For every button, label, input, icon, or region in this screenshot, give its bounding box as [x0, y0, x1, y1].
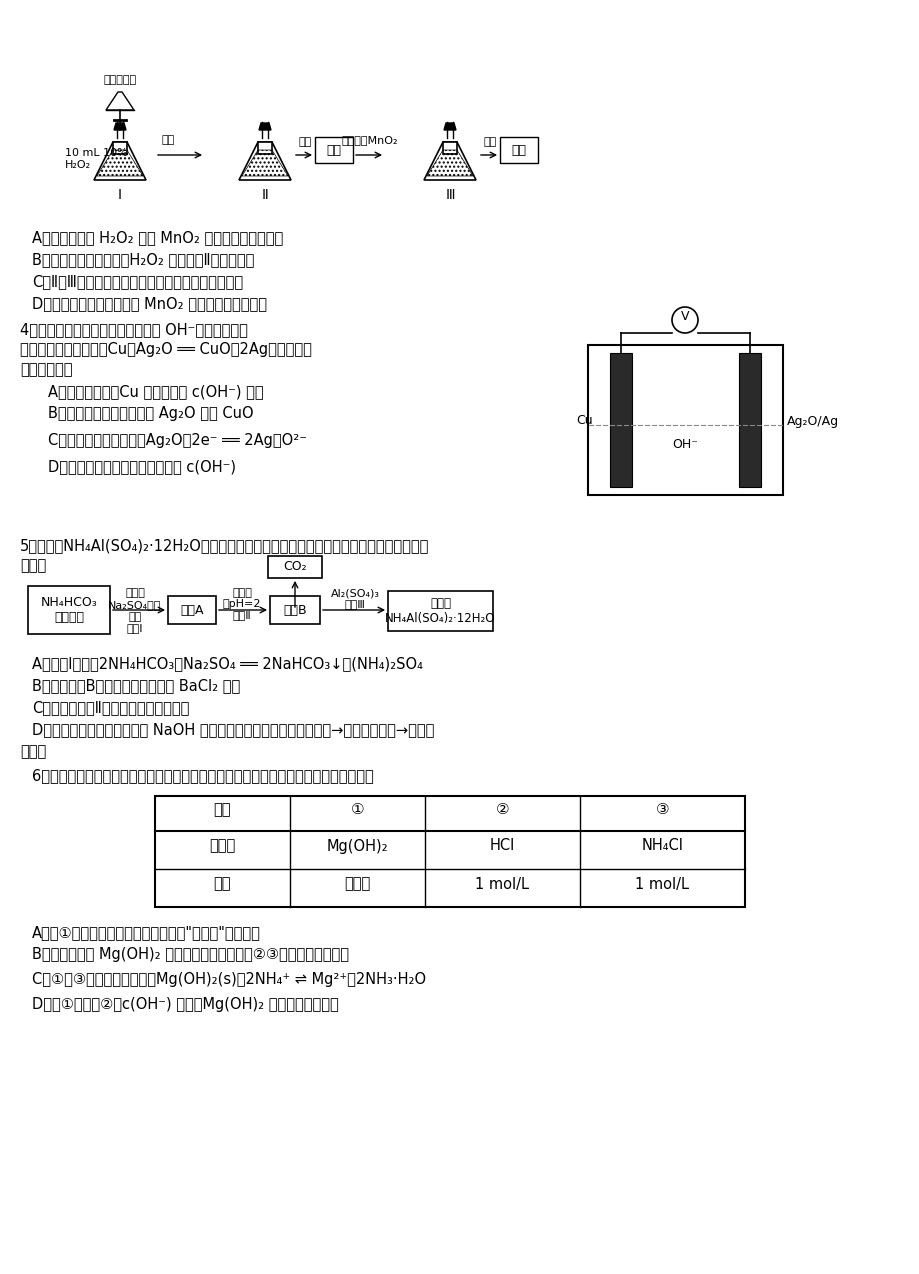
Text: 现象: 现象: [326, 144, 341, 157]
Text: Mg(OH)₂: Mg(OH)₂: [326, 838, 388, 854]
Bar: [267, 555, 322, 578]
Text: 现象: 现象: [511, 144, 526, 157]
Text: 5．铵明矾NH₄Al(SO₄)₂·12H₂O是分析化学常用基准试剂，其制备过程如下。下列分析不正: 5．铵明矾NH₄Al(SO₄)₂·12H₂O是分析化学常用基准试剂，其制备过程如…: [20, 538, 429, 553]
Text: D．上述流程中不宜先加入 MnO₂ 再插入带余烬的木条: D．上述流程中不宜先加入 MnO₂ 再插入带余烬的木条: [32, 296, 267, 311]
Text: B．检验溶液B中阴离子的试剂仅需 BaCl₂ 溶液: B．检验溶液B中阴离子的试剂仅需 BaCl₂ 溶液: [32, 678, 240, 693]
Text: 确的是: 确的是: [20, 558, 46, 573]
Polygon shape: [114, 124, 126, 130]
Bar: [257, 141, 272, 154]
Text: 过程Ⅱ: 过程Ⅱ: [233, 610, 251, 620]
Text: ②: ②: [495, 803, 509, 817]
Bar: [269, 596, 320, 624]
Text: HCl: HCl: [489, 838, 515, 854]
Text: NH₄Cl: NH₄Cl: [641, 838, 683, 854]
Text: A．过程Ⅰ反应：2NH₄HCO₃＋Na₂SO₄ ══ 2NaHCO₃↓＋(NH₄)₂SO₄: A．过程Ⅰ反应：2NH₄HCO₃＋Na₂SO₄ ══ 2NaHCO₃↓＋(NH₄…: [32, 656, 423, 671]
Text: 带余烬木条: 带余烬木条: [103, 75, 136, 85]
Polygon shape: [94, 141, 146, 180]
Text: D．向铵明矾溶液中逐滴加入 NaOH 溶液先后观察到：刺激性气体逸出→白色沉淀生成→白色沉: D．向铵明矾溶液中逐滴加入 NaOH 溶液先后观察到：刺激性气体逸出→白色沉淀生…: [32, 722, 434, 736]
Text: 过程Ⅰ: 过程Ⅰ: [127, 623, 143, 633]
Text: B．该电池反应说明氧化性 Ag₂O 强于 CuO: B．该电池反应说明氧化性 Ag₂O 强于 CuO: [48, 406, 254, 420]
Text: 稍过量: 稍过量: [125, 589, 145, 598]
Bar: [28, 586, 110, 634]
Bar: [499, 138, 538, 163]
Text: Ⅱ: Ⅱ: [261, 189, 268, 203]
Text: 稀硫酸: 稀硫酸: [232, 589, 252, 598]
Text: H₂O₂: H₂O₂: [65, 161, 91, 169]
Text: 4．目前发明的电动势法检测溶液中 OH⁻浓度的原理如: 4．目前发明的电动势法检测溶液中 OH⁻浓度的原理如: [20, 322, 247, 338]
Text: 观察: 观察: [298, 138, 312, 147]
Text: 过滤: 过滤: [129, 612, 142, 622]
Text: B．分别向少量 Mg(OH)₂ 沉淀中加入适量等体积②③均能快速彻底溶解: B．分别向少量 Mg(OH)₂ 沉淀中加入适量等体积②③均能快速彻底溶解: [32, 947, 348, 962]
Text: 加入少量MnO₂: 加入少量MnO₂: [341, 135, 398, 145]
Text: 备注: 备注: [213, 877, 231, 892]
Text: 6．除了酸以外，某些盐也能溶解沉淀。利用下表三种试剂进行试验，相关分析不正确的: 6．除了酸以外，某些盐也能溶解沉淀。利用下表三种试剂进行试验，相关分析不正确的: [32, 768, 373, 784]
Text: 编号: 编号: [213, 803, 231, 817]
Text: Ⅰ: Ⅰ: [118, 189, 122, 203]
Text: 1 mol/L: 1 mol/L: [475, 877, 529, 892]
Text: C．①、③混合后发生反应：Mg(OH)₂(s)＋2NH₄⁺ ⇌ Mg²⁺＋2NH₃·H₂O: C．①、③混合后发生反应：Mg(OH)₂(s)＋2NH₄⁺ ⇌ Mg²⁺＋2NH…: [32, 972, 425, 987]
Text: 调pH=2: 调pH=2: [222, 599, 261, 609]
Text: CO₂: CO₂: [283, 561, 306, 573]
Bar: [154, 796, 744, 907]
Text: A．电池工作时，Cu 电极表面的 c(OH⁻) 增大: A．电池工作时，Cu 电极表面的 c(OH⁻) 增大: [48, 383, 264, 399]
Bar: [168, 596, 216, 624]
Text: D．该电池也可以测量盐酸溶液中 c(OH⁻): D．该电池也可以测量盐酸溶液中 c(OH⁻): [48, 459, 236, 474]
Text: Ⅲ: Ⅲ: [445, 189, 454, 203]
Bar: [388, 591, 493, 631]
Text: 观察: 观察: [482, 138, 496, 147]
Text: C．若省略过程Ⅱ则铵明矾产率明显减小: C．若省略过程Ⅱ则铵明矾产率明显减小: [32, 699, 189, 715]
Polygon shape: [106, 92, 134, 110]
Text: Na₂SO₄溶液: Na₂SO₄溶液: [108, 600, 162, 610]
Text: C．负极的电极反应为：Ag₂O＋2e⁻ ══ 2Ag＋O²⁻: C．负极的电极反应为：Ag₂O＋2e⁻ ══ 2Ag＋O²⁻: [48, 433, 307, 448]
Circle shape: [671, 307, 698, 333]
Text: 溶液B: 溶液B: [283, 604, 306, 617]
Bar: [609, 353, 631, 487]
Text: 1 mol/L: 1 mol/L: [635, 877, 688, 892]
Text: D．向①中加入②，c(OH⁻) 减小，Mg(OH)₂ 溶解平衡正向移动: D．向①中加入②，c(OH⁻) 减小，Mg(OH)₂ 溶解平衡正向移动: [32, 998, 338, 1012]
Polygon shape: [259, 124, 271, 130]
Text: 过程Ⅲ: 过程Ⅲ: [345, 599, 365, 609]
Text: 10 mL 10%: 10 mL 10%: [65, 148, 128, 158]
Text: Al₂(SO₄)₃: Al₂(SO₄)₃: [330, 589, 380, 598]
Text: 组装: 组装: [161, 135, 175, 145]
Text: 分散质: 分散质: [210, 838, 235, 854]
Text: 说法正确的是: 说法正确的是: [20, 362, 73, 377]
Bar: [738, 353, 760, 487]
Text: 滤液A: 滤液A: [180, 604, 203, 617]
Text: Cu: Cu: [575, 414, 593, 428]
Polygon shape: [239, 141, 290, 180]
Text: ③: ③: [655, 803, 669, 817]
Text: V: V: [680, 310, 688, 322]
Text: A．实验时先加 H₂O₂ 后加 MnO₂ 有利于增大固液接触: A．实验时先加 H₂O₂ 后加 MnO₂ 有利于增大固液接触: [32, 231, 283, 245]
Polygon shape: [444, 124, 456, 130]
Text: C．Ⅱ、Ⅲ处均可观察到迅速产生大量气泡，余烬复燃: C．Ⅱ、Ⅲ处均可观察到迅速产生大量气泡，余烬复燃: [32, 274, 243, 289]
Text: 淀消失: 淀消失: [20, 744, 46, 759]
Text: Ag₂O/Ag: Ag₂O/Ag: [786, 414, 838, 428]
Bar: [443, 141, 457, 154]
Text: 铵明矾
NH₄Al(SO₄)₂·12H₂O: 铵明矾 NH₄Al(SO₄)₂·12H₂O: [385, 598, 495, 626]
Text: ①: ①: [350, 803, 364, 817]
Text: B．为使实验顺利进行，H₂O₂ 不宜从图Ⅱ漏斗处加入: B．为使实验顺利进行，H₂O₂ 不宜从图Ⅱ漏斗处加入: [32, 252, 254, 268]
Text: 悬浊液: 悬浊液: [344, 877, 370, 892]
Bar: [587, 345, 782, 496]
Polygon shape: [424, 141, 475, 180]
Text: OH⁻: OH⁻: [672, 438, 698, 451]
Text: 图，总反应方程式为：Cu＋Ag₂O ══ CuO＋2Ag。下列有关: 图，总反应方程式为：Cu＋Ag₂O ══ CuO＋2Ag。下列有关: [20, 341, 312, 357]
Bar: [314, 138, 353, 163]
Text: NH₄HCO₃
饱和溶液: NH₄HCO₃ 饱和溶液: [40, 596, 97, 624]
Text: A．向①中加入酚酞显红色说明物质的"不溶性"是相对的: A．向①中加入酚酞显红色说明物质的"不溶性"是相对的: [32, 925, 261, 940]
Bar: [113, 141, 127, 154]
